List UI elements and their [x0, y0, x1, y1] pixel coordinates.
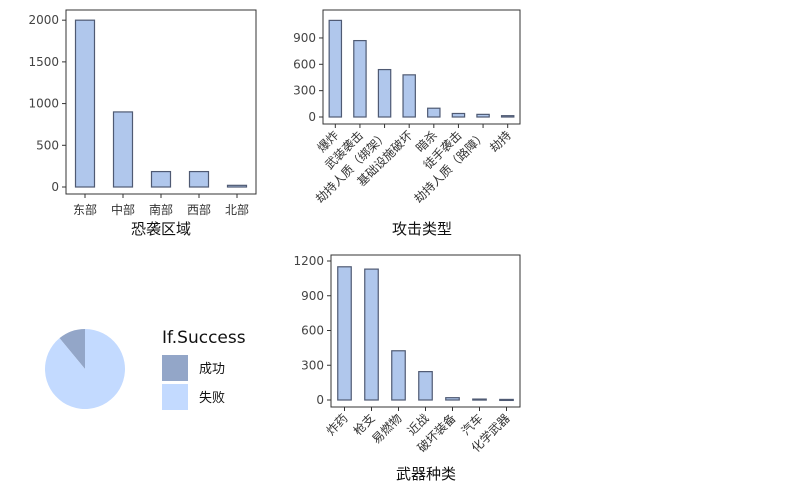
legend-label-success: 成功 — [199, 362, 225, 377]
weapon-type-y-tick-label: 300 — [301, 358, 324, 372]
region-bar — [112, 111, 134, 188]
attack-type-x-tick-label: 劫持 — [486, 128, 514, 156]
region-bar-chart: 0 500 1000 1500 2000 东部 中部 南部 西部 北部 恐袭区域 — [28, 9, 257, 238]
attack-type-bar — [377, 68, 392, 118]
region-y-ticks: 0 500 1000 1500 2000 — [28, 13, 66, 194]
legend-swatch-failure — [162, 384, 188, 410]
region-plot-frame — [65, 9, 257, 195]
pie-slice-success — [59, 329, 85, 369]
legend-label-failure: 失败 — [199, 391, 225, 406]
attack-type-bar — [500, 115, 515, 118]
pie-slice-failure — [44, 329, 125, 410]
weapon-type-y-tick-label: 0 — [316, 393, 324, 407]
attack-type-bars — [328, 19, 515, 118]
weapon-type-y-tick-label: 600 — [301, 324, 324, 338]
weapon-type-bar — [364, 268, 379, 401]
attack-type-plot-frame — [322, 9, 521, 125]
region-bar — [226, 184, 248, 188]
legend-title: If.Success — [162, 328, 246, 348]
region-y-tick-label: 1000 — [28, 97, 59, 111]
region-y-tick-label: 1500 — [28, 55, 59, 69]
legend-swatch-success — [162, 355, 188, 381]
attack-type-y-ticks: 0 300 600 900 — [293, 31, 323, 124]
weapon-type-bar — [418, 371, 433, 401]
attack-type-bar — [476, 113, 490, 118]
weapon-type-bar — [499, 398, 514, 402]
weapon-type-x-tick-label: 炸药 — [324, 411, 351, 438]
attack-type-y-tick-label: 0 — [308, 110, 316, 124]
region-y-tick-label: 2000 — [28, 13, 59, 27]
weapon-type-bar — [391, 350, 406, 401]
region-bar — [74, 19, 96, 188]
weapon-type-y-tick-label: 1200 — [293, 254, 324, 268]
region-y-tick-label: 500 — [36, 138, 59, 152]
weapon-type-x-axis-title: 武器种类 — [396, 465, 456, 483]
weapon-type-x-tick-label: 易燃物 — [369, 411, 405, 447]
attack-type-y-tick-label: 300 — [293, 84, 316, 98]
attack-type-bar — [402, 74, 416, 118]
weapon-type-plot-frame — [330, 254, 521, 408]
region-y-tick-label: 0 — [51, 180, 59, 194]
weapon-type-y-tick-label: 900 — [301, 289, 324, 303]
weapon-type-bar — [472, 398, 487, 401]
region-bars — [74, 19, 248, 188]
attack-type-bar — [328, 19, 343, 118]
region-x-tick-label: 中部 — [111, 202, 135, 217]
attack-type-x-axis-title: 攻击类型 — [392, 220, 452, 238]
weapon-type-y-ticks: 0 300 600 900 1200 — [293, 254, 331, 407]
region-x-tick-label: 北部 — [225, 202, 249, 217]
attack-type-bar — [353, 39, 367, 118]
attack-type-bar — [427, 107, 441, 118]
weapon-type-bar — [337, 266, 352, 401]
pie-slices — [44, 329, 125, 410]
region-bar — [188, 170, 210, 188]
attack-type-bar — [451, 112, 466, 118]
region-bar — [150, 170, 172, 188]
region-x-tick-label: 西部 — [187, 202, 211, 217]
region-x-tick-label: 东部 — [73, 202, 97, 217]
attack-type-y-tick-label: 900 — [293, 31, 316, 45]
weapon-type-bars — [337, 266, 514, 402]
weapon-type-bar — [445, 397, 460, 401]
region-x-axis-title: 恐袭区域 — [131, 220, 191, 238]
attack-type-bar-chart: 0 300 600 900 爆炸武装袭击劫持人质（绑架）基础设施破坏暗杀徒手袭击劫持人… — [293, 9, 521, 238]
success-pie-chart: If.Success 成功 失败 — [44, 328, 246, 410]
attack-type-y-tick-label: 600 — [293, 57, 316, 71]
region-x-tick-label: 南部 — [149, 202, 173, 217]
region-x-ticks: 东部 中部 南部 西部 北部 — [73, 194, 249, 217]
